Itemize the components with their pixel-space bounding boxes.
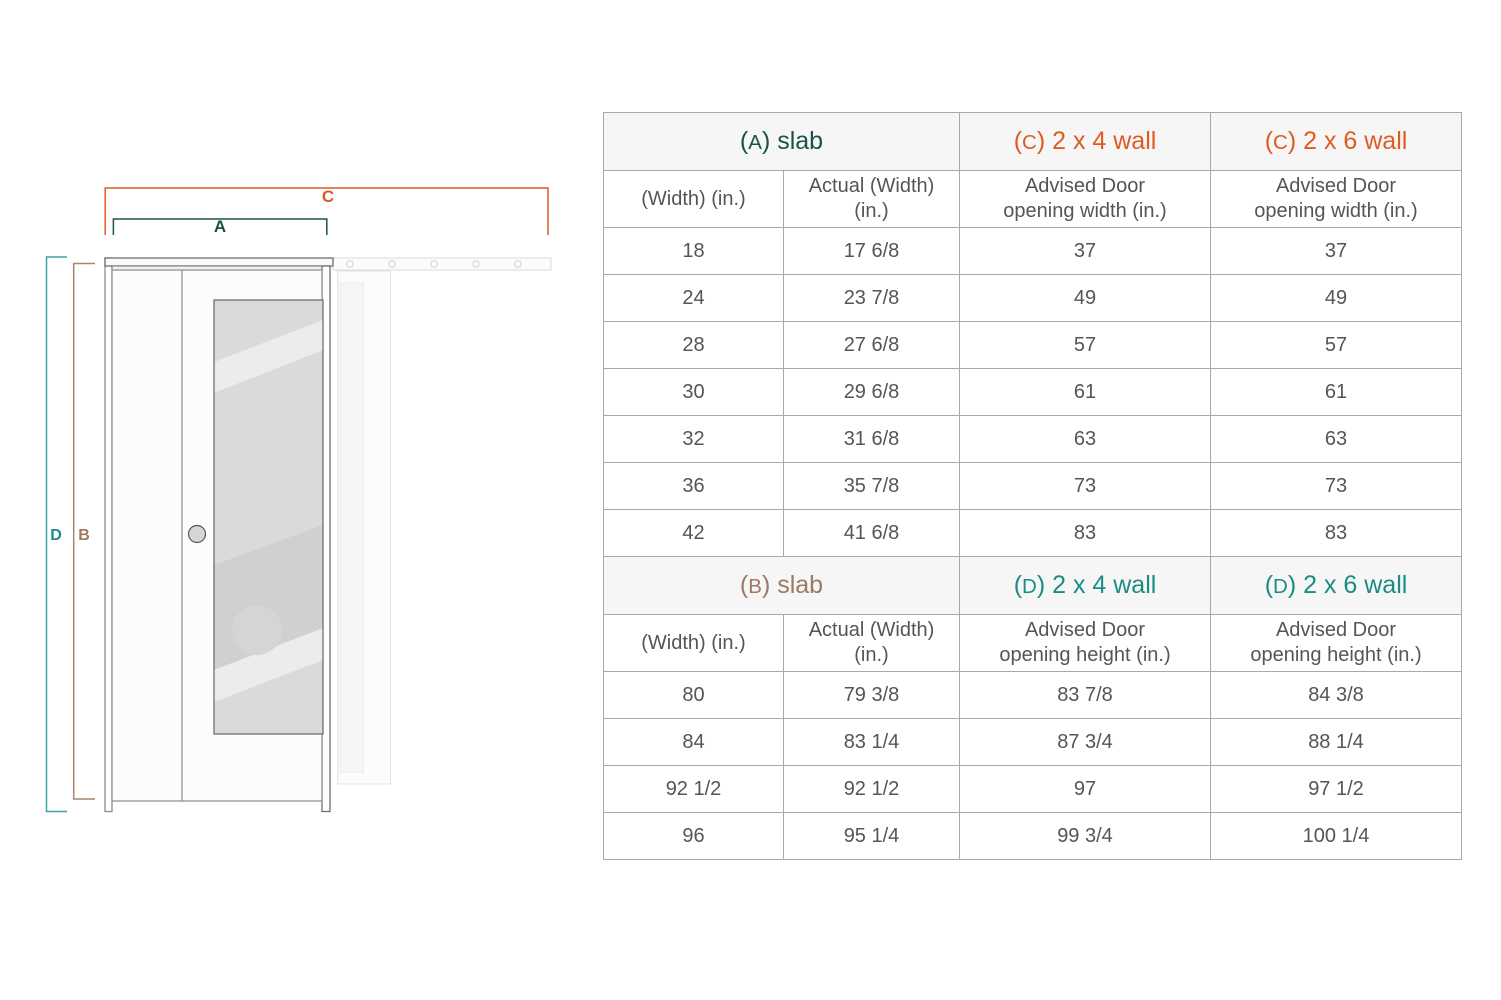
svg-text:C: C <box>322 187 334 206</box>
svg-text:A: A <box>214 217 226 236</box>
svg-text:D: D <box>50 527 62 544</box>
svg-text:B: B <box>78 527 90 544</box>
